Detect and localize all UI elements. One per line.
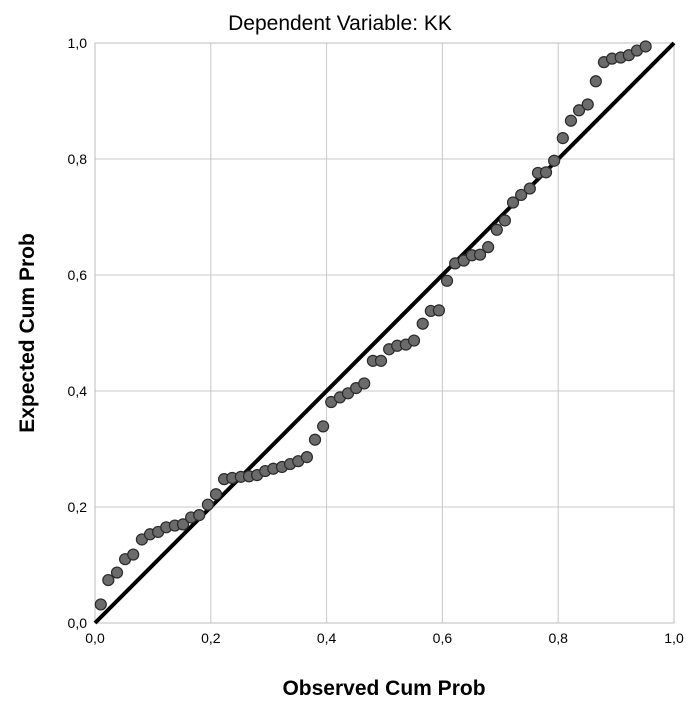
data-point <box>581 98 594 111</box>
data-point <box>432 304 446 317</box>
data-point <box>102 573 115 587</box>
data-point <box>193 509 206 522</box>
y-tick-label: 0,8 <box>68 151 88 167</box>
x-tick-label: 0,6 <box>433 630 453 646</box>
data-point <box>564 114 578 127</box>
data-point <box>407 334 421 347</box>
y-tick-label: 0,0 <box>68 615 88 631</box>
data-point <box>523 182 536 195</box>
data-point <box>482 241 495 254</box>
data-point <box>639 40 652 53</box>
y-axis-label: Expected Cum Prob <box>16 233 39 433</box>
x-tick-label: 0,8 <box>548 630 568 646</box>
y-tick-label: 0,6 <box>68 267 88 283</box>
data-point <box>556 132 569 145</box>
data-point <box>201 498 215 511</box>
data-points <box>94 40 652 611</box>
data-point <box>308 433 322 446</box>
x-tick-label: 0,2 <box>201 630 221 646</box>
x-tick-label: 1,0 <box>664 630 684 646</box>
chart-title: Dependent Variable: KK <box>228 12 452 35</box>
y-tick-label: 1,0 <box>68 35 88 51</box>
data-point <box>300 451 314 464</box>
data-point <box>416 317 429 330</box>
y-axis-ticks: 0,0 0,2 0,4 0,6 0,8 1,0 <box>68 35 88 631</box>
data-point <box>589 75 602 88</box>
data-point <box>358 377 371 390</box>
x-axis-ticks: 0,0 0,2 0,4 0,6 0,8 1,0 <box>85 630 684 646</box>
data-point <box>440 274 454 287</box>
data-point <box>374 354 388 367</box>
y-tick-label: 0,4 <box>68 383 88 399</box>
x-tick-label: 0,4 <box>317 630 337 646</box>
data-point <box>94 598 107 611</box>
data-point <box>127 548 140 561</box>
data-point <box>506 196 520 209</box>
x-tick-label: 0,0 <box>85 630 105 646</box>
data-point <box>498 214 512 227</box>
data-point <box>110 566 124 579</box>
data-point <box>473 248 487 261</box>
y-tick-label: 0,2 <box>68 499 88 515</box>
data-point <box>572 104 586 117</box>
reference-line <box>93 41 676 625</box>
data-point <box>515 188 528 202</box>
data-point <box>490 223 503 236</box>
plot-frame <box>94 42 675 624</box>
data-point <box>209 488 223 501</box>
x-axis-label: Observed Cum Prob <box>282 677 485 700</box>
data-point <box>539 166 553 179</box>
data-point <box>176 518 190 531</box>
data-point <box>317 420 330 433</box>
data-point <box>548 154 561 167</box>
